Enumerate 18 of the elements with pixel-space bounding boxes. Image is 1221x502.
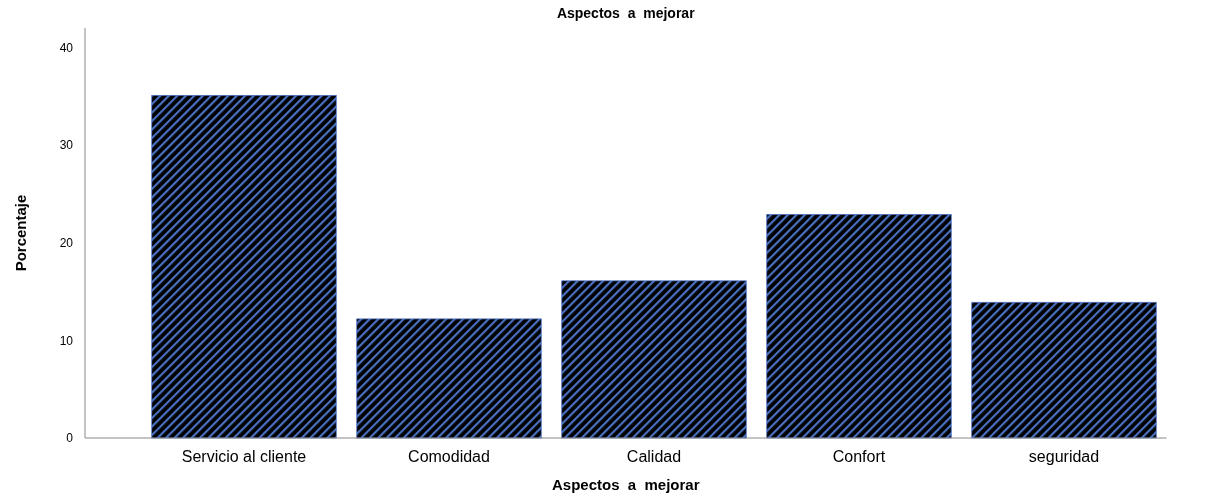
x-axis-title: Aspectos a mejorar [551,476,700,493]
x-tick-label: seguridad [1028,448,1100,465]
bar [971,301,1157,439]
x-tick-label: Calidad [626,448,682,465]
bar [151,94,337,439]
chart-title: Aspectos a mejorar [556,5,696,21]
x-tick-label: Servicio al cliente [181,448,307,465]
bar [356,318,542,439]
y-tick-label: 20 [59,235,74,250]
bar [561,280,747,439]
y-tick-label: 0 [66,431,74,446]
y-axis-title: Porcentaje [12,194,29,272]
x-tick-label: Confort [832,448,886,465]
y-tick-label: 30 [59,138,74,153]
y-tick-label: 40 [59,40,74,55]
x-tick-label: Comodidad [408,448,490,465]
y-tick-label: 10 [59,333,74,348]
bar [766,214,952,439]
